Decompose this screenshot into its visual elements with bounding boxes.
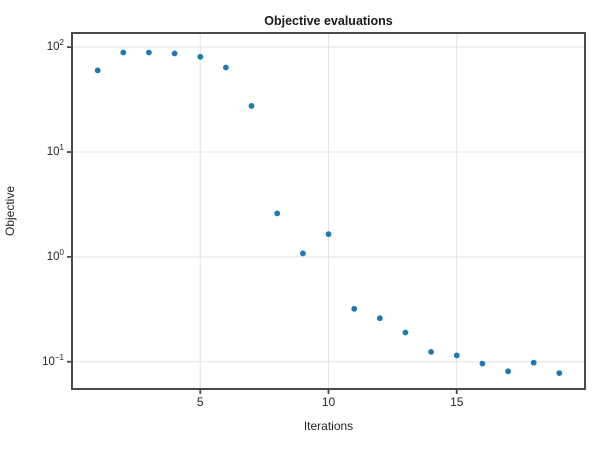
- data-point: [197, 53, 204, 60]
- x-tick-label: 15: [450, 395, 464, 409]
- data-point: [248, 103, 255, 109]
- plot-frame: [71, 32, 586, 390]
- data-point: [351, 305, 358, 312]
- data-point: [274, 210, 281, 217]
- data-point: [505, 368, 511, 375]
- data-point: [453, 352, 460, 359]
- data-point: [300, 250, 306, 257]
- y-tick-label: 102: [46, 38, 64, 53]
- x-tick-label: 5: [196, 395, 204, 409]
- data-point: [325, 231, 332, 238]
- data-point: [428, 349, 434, 355]
- x-axis-label: Iterations: [303, 419, 354, 433]
- chart-title: Objective evaluations: [264, 14, 393, 28]
- y-tick-label: 101: [46, 143, 64, 158]
- data-point: [376, 315, 383, 322]
- data-point: [530, 359, 537, 366]
- data-point: [223, 64, 229, 71]
- data-point: [171, 50, 178, 57]
- y-tick-exponent: 1: [59, 143, 64, 153]
- x-tick-label: 10: [321, 395, 336, 409]
- data-point: [120, 49, 127, 56]
- data-point: [402, 329, 409, 336]
- y-tick-exponent: 2: [59, 38, 64, 48]
- y-tick-exponent: −1: [54, 352, 64, 362]
- y-tick-label: 10−1: [42, 352, 64, 368]
- data-point: [146, 49, 152, 56]
- y-tick-label: 100: [46, 247, 64, 263]
- data-point: [556, 370, 563, 376]
- data-point: [94, 67, 101, 74]
- y-tick-exponent: 0: [59, 247, 64, 257]
- data-point: [479, 360, 486, 367]
- y-axis-label: Objective: [3, 185, 17, 237]
